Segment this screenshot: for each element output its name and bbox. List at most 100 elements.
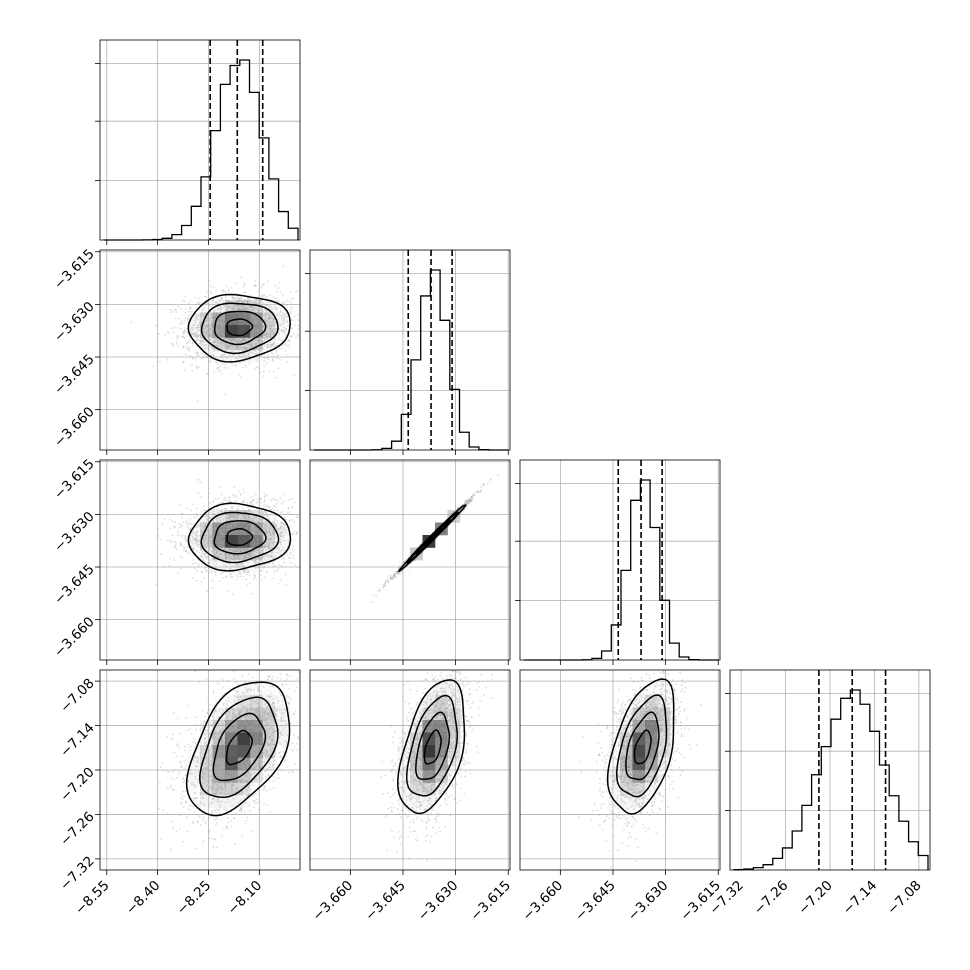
- histogram-panel-2: [515, 459, 721, 665]
- density-cell: [212, 510, 226, 523]
- density-cell: [200, 782, 213, 796]
- density-cell: [250, 312, 263, 326]
- density-cell: [262, 757, 276, 771]
- y-tick-label: −3.660: [51, 404, 98, 451]
- density-cell: [200, 535, 213, 548]
- contour-level-0: [423, 729, 442, 765]
- density-cell: [212, 782, 226, 796]
- density-cell: [237, 695, 251, 708]
- density-cell: [225, 782, 238, 796]
- density-cell: [200, 510, 213, 523]
- density-cell: [200, 337, 213, 351]
- y-tick-label: −7.26: [57, 809, 98, 850]
- density-cell: [275, 522, 288, 536]
- density-cell: [237, 325, 251, 338]
- histogram-panel-1: [305, 249, 511, 455]
- density-cell: [212, 720, 226, 733]
- contour-level-3: [187, 502, 292, 572]
- density-cell: [237, 720, 251, 733]
- density-cell: [262, 312, 276, 326]
- x-tick-label: −3.630: [415, 878, 462, 925]
- density-cell: [212, 707, 226, 721]
- x-tick-label: −3.645: [572, 878, 619, 925]
- density-cell: [410, 795, 423, 808]
- density-cell: [250, 732, 263, 746]
- contour-level-1: [213, 310, 267, 346]
- histogram-step-0: [104, 59, 299, 241]
- contour-level-1: [625, 711, 660, 781]
- density-cell: [262, 547, 276, 561]
- density-cell: [250, 757, 263, 771]
- density-cell: [275, 707, 288, 721]
- density-cell: [275, 312, 288, 326]
- density-cell: [237, 547, 251, 561]
- y-tick-label: −7.14: [57, 720, 98, 761]
- contour-level-2: [199, 696, 279, 798]
- x-tick-label: −3.615: [467, 878, 514, 925]
- density-cell: [645, 682, 658, 696]
- x-tick-label: −3.660: [520, 878, 567, 925]
- density-cell: [200, 547, 213, 561]
- density-cell: [397, 782, 411, 796]
- density-cell: [212, 300, 226, 313]
- density-cell: [212, 770, 226, 783]
- histogram-panel-3: [725, 669, 931, 871]
- density-cell: [250, 535, 263, 548]
- density-cell: [262, 337, 276, 351]
- y-tick-label: −3.630: [51, 509, 98, 556]
- panel-frame: [729, 669, 931, 871]
- density-cell: [422, 795, 436, 808]
- density-cell: [212, 522, 226, 536]
- contour-level-0: [226, 318, 254, 337]
- x-tick-label: −3.660: [310, 878, 357, 925]
- density-cell: [447, 757, 461, 771]
- contour-level-0: [633, 729, 652, 765]
- density-cell: [422, 720, 436, 733]
- density-cell: [632, 695, 646, 708]
- density-cell: [237, 770, 251, 783]
- panel-frame: [99, 39, 301, 241]
- y-tick-label: −7.08: [57, 675, 98, 716]
- scatter-panel-1-0: [95, 249, 301, 455]
- y-tick-label: −3.645: [51, 351, 98, 398]
- histogram-panel-0: [95, 39, 301, 245]
- density-cell: [632, 707, 646, 721]
- density-cell: [225, 707, 238, 721]
- y-tick-label: −3.615: [51, 246, 98, 293]
- density-cell: [632, 782, 646, 796]
- density-cell: [250, 707, 263, 721]
- contour-level-1: [212, 712, 267, 782]
- scatter-panel-3-2: [519, 669, 721, 875]
- density-cell: [225, 720, 238, 733]
- density-cell: [422, 782, 436, 796]
- contour-level-2: [200, 302, 279, 355]
- panel-frame: [309, 669, 511, 871]
- density-cell: [607, 745, 621, 758]
- contour-level-3: [187, 293, 291, 363]
- density-cell: [620, 807, 633, 821]
- histogram-step-2: [524, 479, 719, 661]
- scatter-panel-2-1: [309, 459, 511, 665]
- density-cell: [620, 795, 633, 808]
- panel-frame: [99, 459, 301, 661]
- contour-level-3: [397, 504, 467, 573]
- density-cell: [435, 770, 448, 783]
- panel-frame: [519, 669, 721, 871]
- density-cell: [187, 782, 201, 796]
- density-cell: [620, 745, 633, 758]
- histogram-step-3: [733, 689, 929, 871]
- density-cell: [200, 770, 213, 783]
- x-tick-label: −3.630: [625, 878, 672, 925]
- density-cell: [262, 720, 276, 733]
- x-tick-label: −8.25: [174, 878, 215, 919]
- density-cell: [212, 745, 226, 758]
- scatter-panel-2-0: [95, 459, 301, 665]
- contour-level-2: [616, 694, 668, 798]
- contour-level-2: [200, 511, 280, 564]
- density-cell: [212, 312, 226, 326]
- density-cell: [262, 300, 276, 313]
- y-tick-label: −3.645: [51, 561, 98, 608]
- density-cell: [250, 682, 263, 696]
- density-cell: [187, 770, 201, 783]
